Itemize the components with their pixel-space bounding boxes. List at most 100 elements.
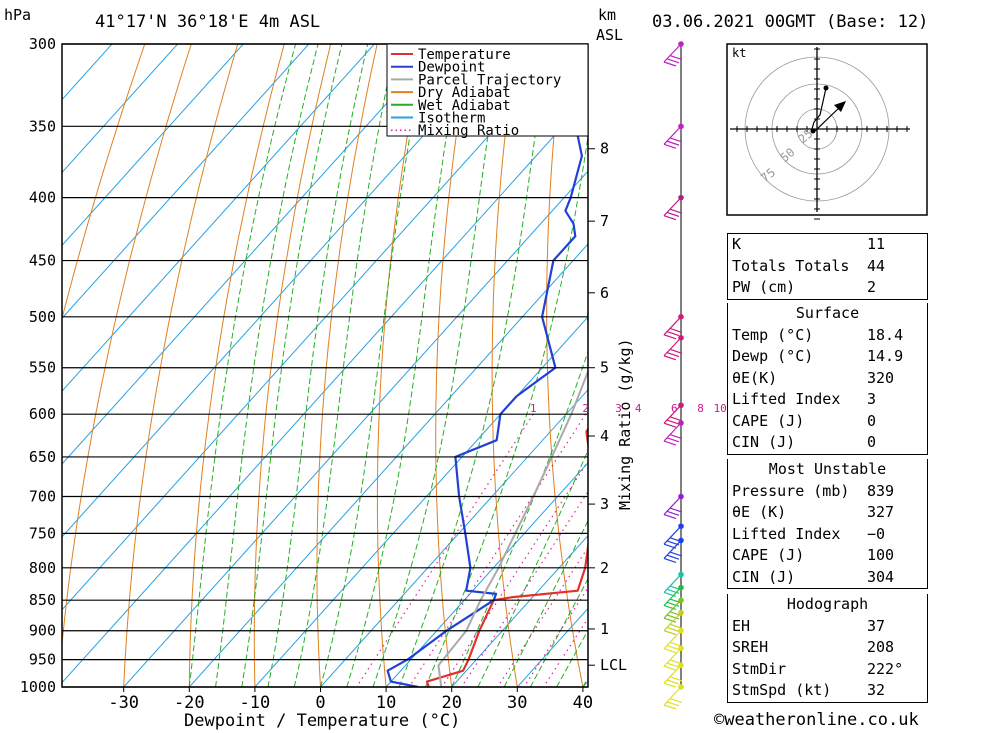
mixing-ratio-label: 3 (615, 402, 622, 415)
isotherm-line (62, 44, 179, 174)
surface-cape-label: CAPE (J) (732, 411, 805, 430)
wind-barb-staff (663, 647, 682, 667)
wind-barb-flag (663, 440, 677, 446)
y-tick-label: 600 (29, 405, 56, 423)
wet-adiabat-line (503, 519, 588, 687)
wet-adiabat-line (346, 44, 463, 687)
mixing-ratio-label: 1 (530, 402, 537, 415)
y-axis-ticks: 300 350 400 450 500 550 600 650 700 750 800 850 900 9… (20, 35, 56, 696)
stmspd-value: 32 (867, 681, 886, 699)
sreh-label: SREH (732, 638, 769, 656)
mixing-ratio-line (408, 413, 587, 687)
wind-barb-flag (666, 351, 680, 358)
x-tick-label: 30 (507, 693, 527, 713)
mixing-ratio-label: 4 (635, 402, 642, 415)
stmdir-row: StmDir 222° (728, 659, 927, 681)
wind-barb-flag (666, 331, 680, 337)
wind-barb-flag (669, 507, 683, 513)
wind-barb-staff (663, 664, 682, 684)
eh-value: 37 (867, 616, 886, 635)
km-tick-label: 6 (600, 284, 609, 302)
wind-barb-staff (663, 540, 682, 559)
y-tick-label: 500 (29, 308, 56, 326)
most-unstable-table: Most Unstable Pressure (mb) 839 θE (K) 327… (727, 459, 928, 589)
hodograph-table: Hodograph EH 37 SREH 208 StmDir 222° StmSpd… (727, 594, 928, 703)
legend-label: Temperature (418, 47, 511, 63)
km-tick-label: LCL (600, 656, 627, 674)
k-index-label: K (732, 235, 742, 253)
wind-barb-flag (663, 591, 677, 598)
wind-barb-staff (663, 612, 682, 632)
wet-adiabat-line (215, 44, 319, 687)
wind-barb-staff (663, 496, 682, 515)
x-tick-label: -30 (108, 693, 139, 713)
surface-lifted-row: Lifted Index 3 (728, 389, 927, 411)
surface-dewp-value: 14.9 (867, 347, 904, 365)
y-tick-label: 900 (29, 622, 56, 640)
mu-thetae-label: θE (K) (732, 503, 787, 521)
wind-barb-flag (669, 137, 683, 143)
y-tick-label: 550 (29, 359, 56, 377)
x-axis-title: Dewpoint / Temperature (°C) (184, 711, 460, 731)
wind-barb-flag (669, 623, 683, 629)
wet-adiabat-line (241, 44, 343, 687)
surface-thetae-value: 320 (867, 368, 895, 387)
pw-row: PW (cm) 2 (728, 277, 927, 299)
x-tick-label: 0 (315, 693, 325, 713)
km-tick-label: 2 (600, 559, 609, 577)
wind-barb-flag (666, 601, 680, 607)
wet-adiabat-line (293, 44, 397, 687)
wind-barb-flag (666, 679, 680, 685)
surface-thetae-label: θE(K) (732, 368, 778, 387)
mixing-ratio-line (523, 586, 588, 687)
wind-barb-flag (669, 208, 683, 214)
wind-barb-staff (663, 574, 682, 593)
y-tick-label: 450 (29, 252, 56, 270)
eh-label: EH (732, 616, 751, 635)
mixing-ratio-line (356, 413, 534, 687)
wind-barb-flag (669, 348, 683, 354)
isotherm-line (62, 44, 244, 247)
km-tick-label: 1 (600, 620, 609, 638)
wind-barb-flag (666, 662, 680, 668)
pw-value: 2 (867, 278, 877, 296)
mixing-ratio-line (497, 546, 588, 687)
pw-label: PW (cm) (732, 278, 796, 296)
wind-barb-flag (669, 55, 683, 61)
wind-barb-flag (663, 422, 677, 428)
wind-barb-staff (663, 686, 682, 706)
y-tick-label: 850 (29, 591, 56, 609)
mu-cape-row: CAPE (J) 100 (728, 545, 927, 567)
wind-barb-flag (666, 419, 680, 425)
x-tick-label: -10 (240, 693, 271, 713)
wind-barb-flag (669, 434, 683, 440)
wind-barb-staff (663, 599, 682, 619)
wind-barb-flag (663, 61, 677, 67)
sreh-row: SREH 208 (728, 637, 927, 659)
surface-cin-row: CIN (J) 0 (728, 432, 927, 454)
x-tick-label: 20 (441, 693, 461, 713)
dry-adiabat-line (123, 44, 239, 687)
k-index-value: 11 (867, 235, 886, 253)
wind-barb-flag (666, 644, 680, 651)
eh-row: EH 37 (728, 616, 927, 638)
x-tick-label: -20 (174, 693, 205, 713)
wind-barb-flag (663, 334, 677, 340)
wind-barb-flag (669, 551, 683, 557)
wet-adiabat-line (425, 133, 588, 687)
mixing-ratio-line (460, 490, 588, 687)
dry-adiabat-line (546, 44, 584, 687)
y-tick-label: 400 (29, 189, 56, 207)
wind-barb-staff (663, 337, 682, 357)
y-tick-label: 300 (29, 35, 56, 53)
wind-barb-flag (663, 665, 677, 671)
surface-heading: Surface (795, 304, 860, 322)
wet-adiabat-line (529, 577, 588, 687)
footer-credit[interactable]: ©weatheronline.co.uk (714, 710, 919, 730)
legend-box (386, 43, 589, 137)
indices-table: K 11 Totals Totals 44 PW (cm) 2 (727, 233, 928, 300)
wind-barb-flag (666, 58, 680, 64)
series-temperature (425, 304, 588, 687)
dry-adiabat-line (651, 26, 717, 698)
